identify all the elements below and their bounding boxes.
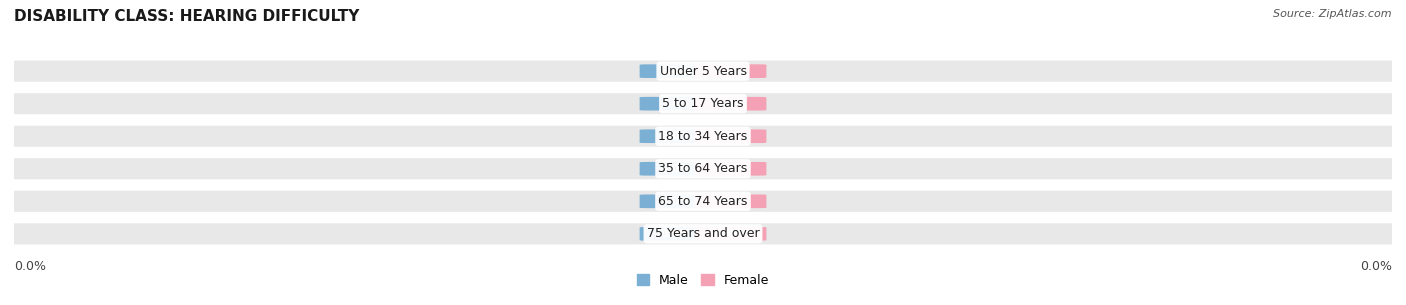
FancyBboxPatch shape <box>1 189 1405 213</box>
Text: DISABILITY CLASS: HEARING DIFFICULTY: DISABILITY CLASS: HEARING DIFFICULTY <box>14 9 360 24</box>
Text: 0.0%: 0.0% <box>716 131 745 141</box>
Text: 0.0%: 0.0% <box>661 229 690 239</box>
FancyBboxPatch shape <box>695 195 766 208</box>
Text: 0.0%: 0.0% <box>661 196 690 206</box>
Text: 0.0%: 0.0% <box>661 99 690 109</box>
Text: 0.0%: 0.0% <box>716 196 745 206</box>
Legend: Male, Female: Male, Female <box>637 274 769 287</box>
Text: Source: ZipAtlas.com: Source: ZipAtlas.com <box>1274 9 1392 19</box>
Text: Under 5 Years: Under 5 Years <box>659 65 747 78</box>
Text: 0.0%: 0.0% <box>661 131 690 141</box>
FancyBboxPatch shape <box>695 129 766 143</box>
FancyBboxPatch shape <box>640 64 711 78</box>
Text: 0.0%: 0.0% <box>716 66 745 76</box>
FancyBboxPatch shape <box>640 97 711 110</box>
FancyBboxPatch shape <box>640 227 711 241</box>
FancyBboxPatch shape <box>1 124 1405 149</box>
FancyBboxPatch shape <box>1 221 1405 246</box>
Text: 35 to 64 Years: 35 to 64 Years <box>658 162 748 175</box>
Text: 5 to 17 Years: 5 to 17 Years <box>662 97 744 110</box>
FancyBboxPatch shape <box>1 92 1405 116</box>
Text: 65 to 74 Years: 65 to 74 Years <box>658 195 748 208</box>
FancyBboxPatch shape <box>695 227 766 241</box>
Text: 0.0%: 0.0% <box>661 66 690 76</box>
FancyBboxPatch shape <box>695 97 766 110</box>
Text: 0.0%: 0.0% <box>716 99 745 109</box>
Text: 0.0%: 0.0% <box>661 164 690 174</box>
FancyBboxPatch shape <box>640 129 711 143</box>
FancyBboxPatch shape <box>695 162 766 176</box>
Text: 75 Years and over: 75 Years and over <box>647 227 759 240</box>
FancyBboxPatch shape <box>1 156 1405 181</box>
FancyBboxPatch shape <box>640 162 711 176</box>
Text: 0.0%: 0.0% <box>716 229 745 239</box>
Text: 18 to 34 Years: 18 to 34 Years <box>658 130 748 143</box>
FancyBboxPatch shape <box>1 59 1405 84</box>
FancyBboxPatch shape <box>695 64 766 78</box>
Text: 0.0%: 0.0% <box>716 164 745 174</box>
FancyBboxPatch shape <box>640 195 711 208</box>
Text: 0.0%: 0.0% <box>1360 260 1392 273</box>
Text: 0.0%: 0.0% <box>14 260 46 273</box>
